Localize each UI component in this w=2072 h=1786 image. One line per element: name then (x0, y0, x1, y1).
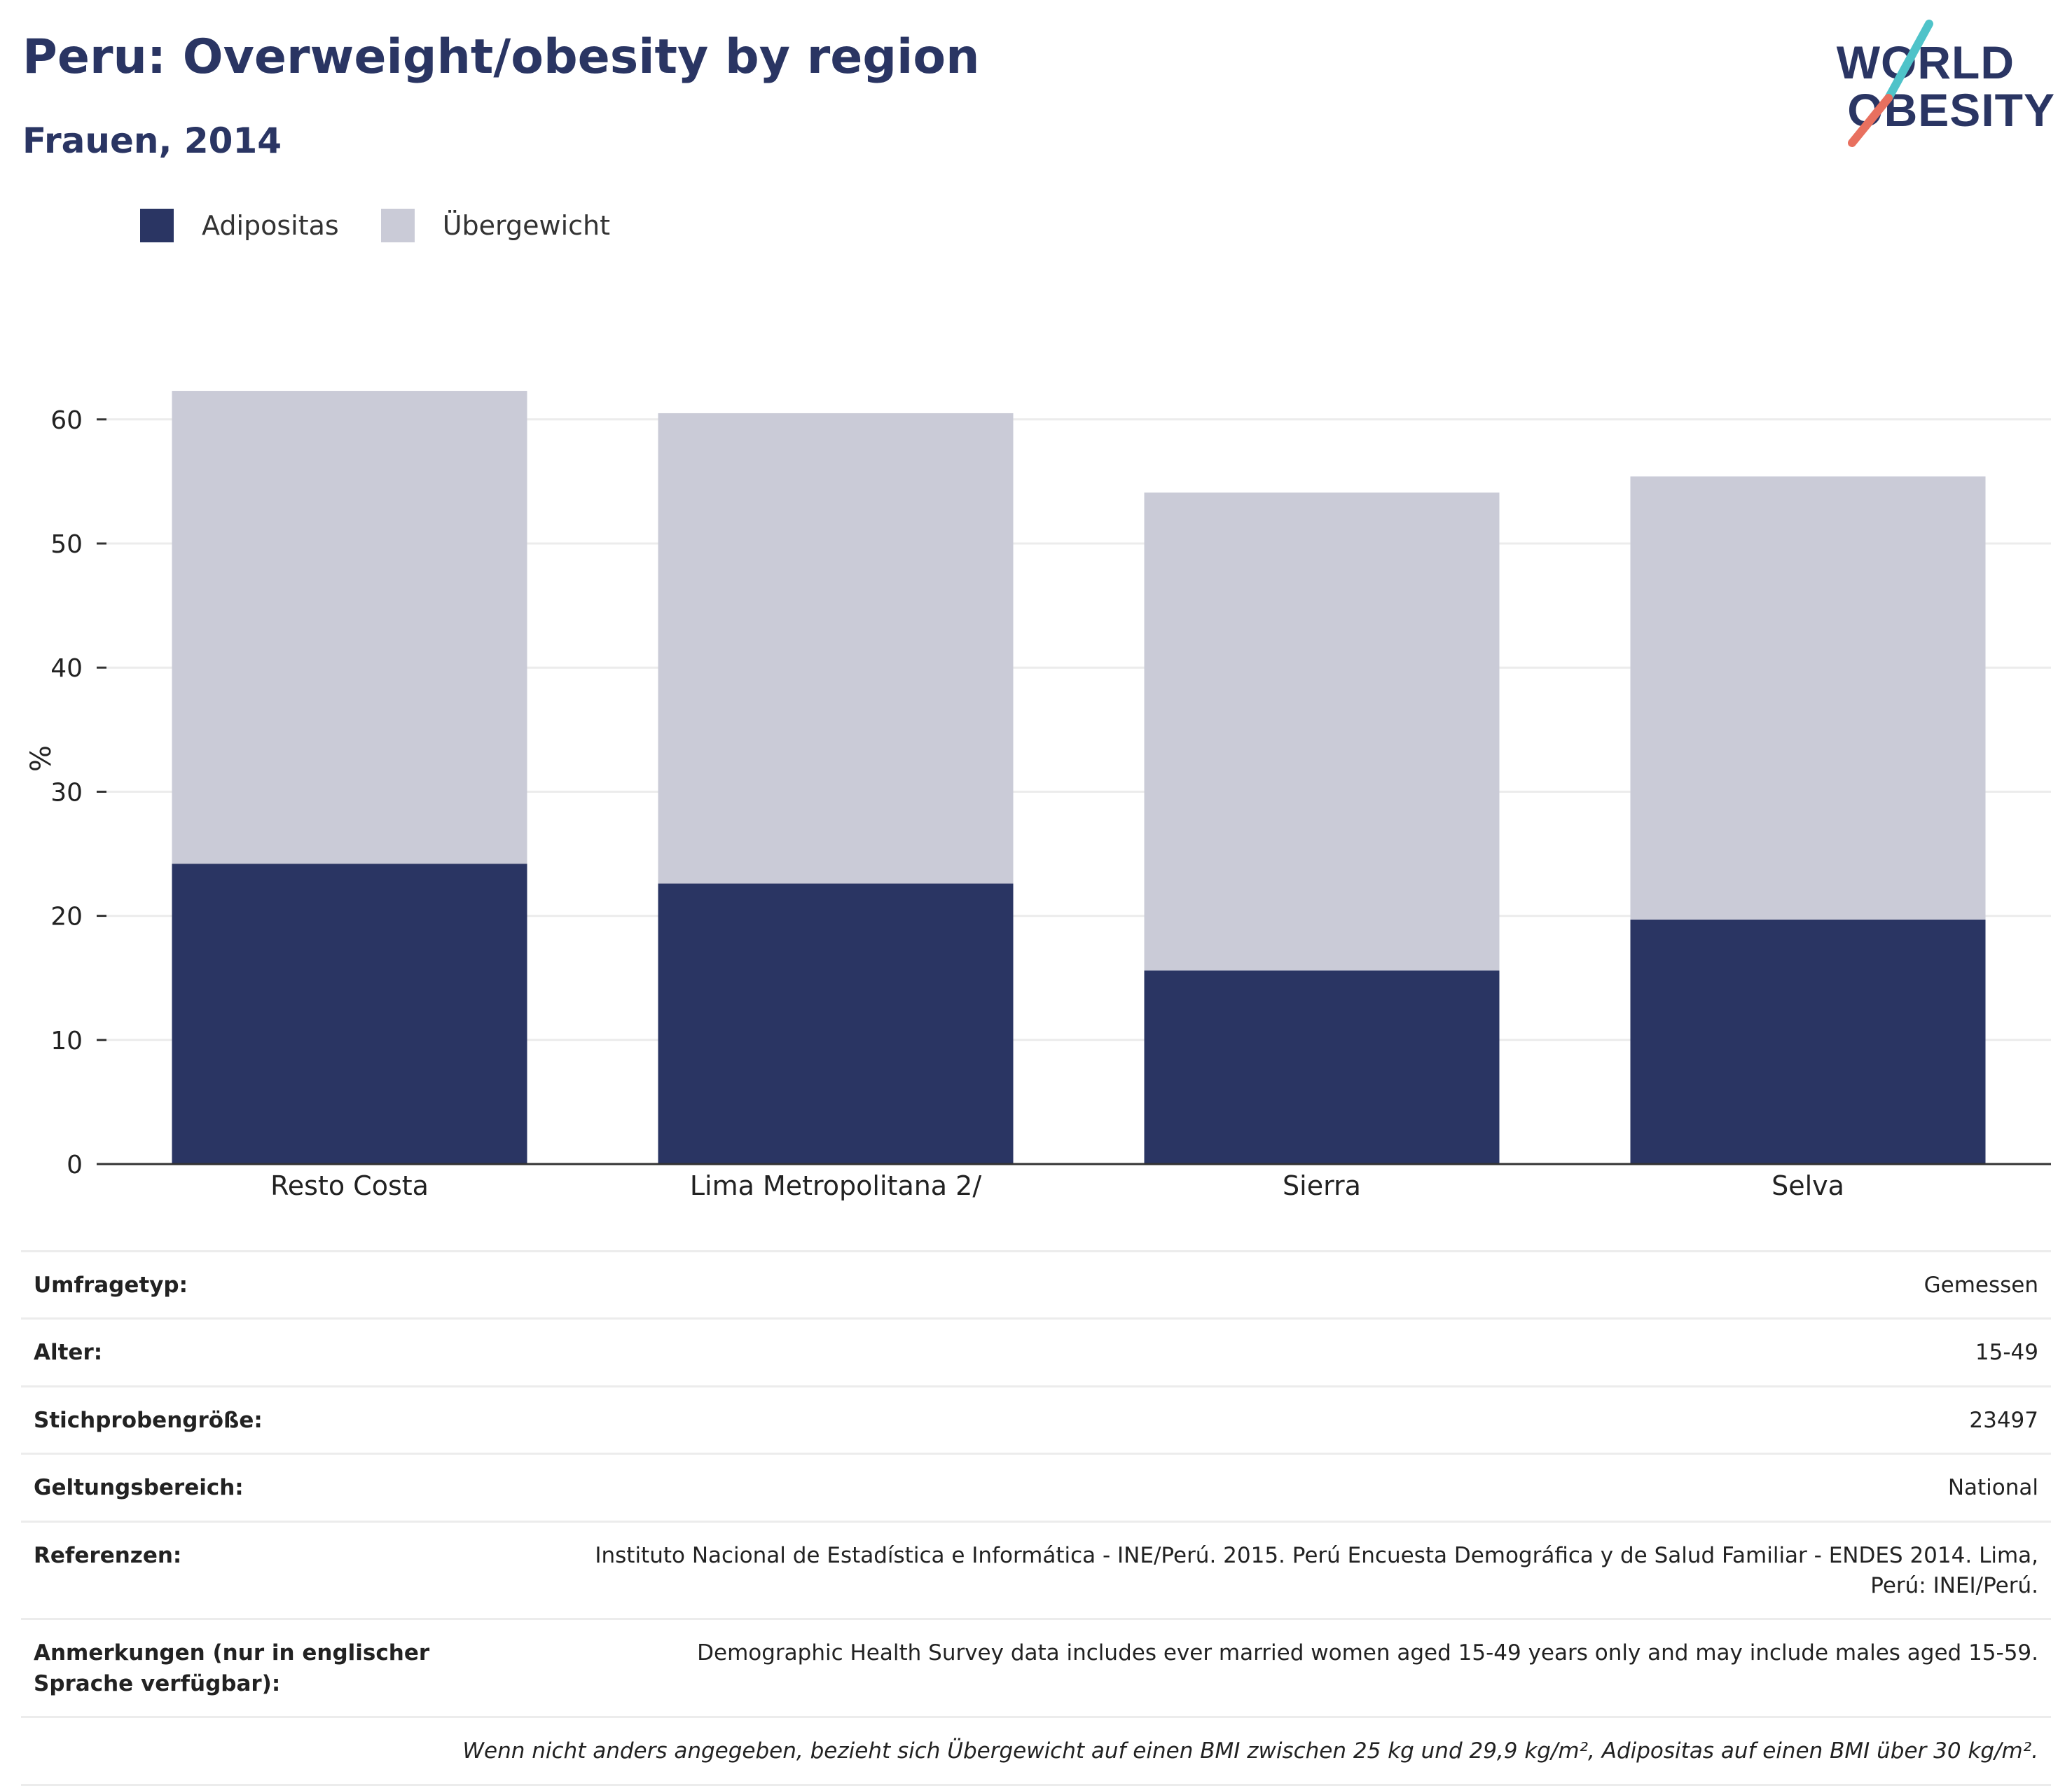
y-tick-label: 40 (50, 654, 83, 683)
legend-item-adipositas[interactable]: Adipositas (140, 209, 339, 242)
x-tick-label: Resto Costa (270, 1170, 429, 1201)
bar-adipositas (1144, 970, 1500, 1164)
x-tick-label: Sierra (1283, 1170, 1361, 1201)
chart-title: Peru: Overweight/obesity by region (22, 29, 980, 85)
row-key: Alter: (21, 1317, 537, 1387)
footnote: Wenn nicht anders angegeben, bezieht sic… (21, 1716, 2051, 1786)
bar-uebergewicht (1144, 492, 1500, 971)
legend-swatch-adipositas (140, 209, 174, 242)
row-value: Gemessen (537, 1249, 2051, 1319)
table-row: Umfragetyp: Gemessen (21, 1249, 2051, 1319)
legend-swatch-uebergewicht (380, 209, 415, 242)
y-tick-label: 50 (50, 530, 83, 559)
row-key: Anmerkungen (nur in englischer Sprache v… (21, 1618, 537, 1717)
row-value: 23497 (537, 1385, 2051, 1454)
table-row: Anmerkungen (nur in englischer Sprache v… (21, 1618, 2051, 1717)
row-value: Demographic Health Survey data includes … (537, 1618, 2051, 1717)
y-tick-label: 60 (50, 406, 83, 435)
table-row: Geltungsbereich: National (21, 1453, 2051, 1522)
row-value: National (537, 1453, 2051, 1522)
y-tick-label: 20 (50, 903, 83, 932)
y-axis-label: % (25, 745, 57, 772)
table-row: Referenzen: Instituto Nacional de Estadí… (21, 1520, 2051, 1619)
logo-slash-icon (1848, 20, 1933, 147)
bar-uebergewicht (1630, 476, 1986, 920)
bar-adipositas (172, 864, 527, 1164)
x-tick-label: Lima Metropolitana 2/ (690, 1170, 982, 1201)
chart-subtitle: Frauen, 2014 (22, 120, 282, 161)
bar-adipositas (1630, 919, 1986, 1164)
row-key: Stichprobengröße: (21, 1385, 537, 1454)
legend-label-uebergewicht: Übergewicht (442, 210, 610, 241)
table-row: Stichprobengröße: 23497 (21, 1385, 2051, 1454)
legend-item-uebergewicht[interactable]: Übergewicht (380, 209, 610, 242)
y-tick-label: 0 (67, 1151, 83, 1179)
row-key: Umfragetyp: (21, 1249, 537, 1319)
metadata-table: Umfragetyp: Gemessen Alter: 15-49 Stichp… (21, 1249, 2051, 1786)
bar-uebergewicht (172, 391, 527, 864)
row-value: Instituto Nacional de Estadística e Info… (537, 1520, 2051, 1619)
world-obesity-logo: WORLD OBESITY (1824, 20, 2055, 153)
chart-legend: Adipositas Übergewicht (140, 209, 652, 242)
table-row: Alter: 15-49 (21, 1317, 2051, 1387)
bar-adipositas (658, 883, 1014, 1164)
y-tick-label: 10 (50, 1027, 83, 1055)
row-key: Geltungsbereich: (21, 1453, 537, 1522)
stacked-bar-chart: 0 10 20 30 40 50 60% Resto Costa Lima Metropolit… (25, 391, 2051, 1201)
logo-line1: WORLD (1836, 36, 2015, 88)
row-value: 15-49 (537, 1317, 2051, 1387)
row-key: Referenzen: (21, 1520, 537, 1619)
legend-label-adipositas: Adipositas (202, 210, 339, 241)
table-row: Wenn nicht anders angegeben, bezieht sic… (21, 1716, 2051, 1786)
x-tick-label: Selva (1771, 1170, 1844, 1201)
y-tick-label: 30 (50, 778, 83, 807)
bar-uebergewicht (658, 413, 1014, 884)
